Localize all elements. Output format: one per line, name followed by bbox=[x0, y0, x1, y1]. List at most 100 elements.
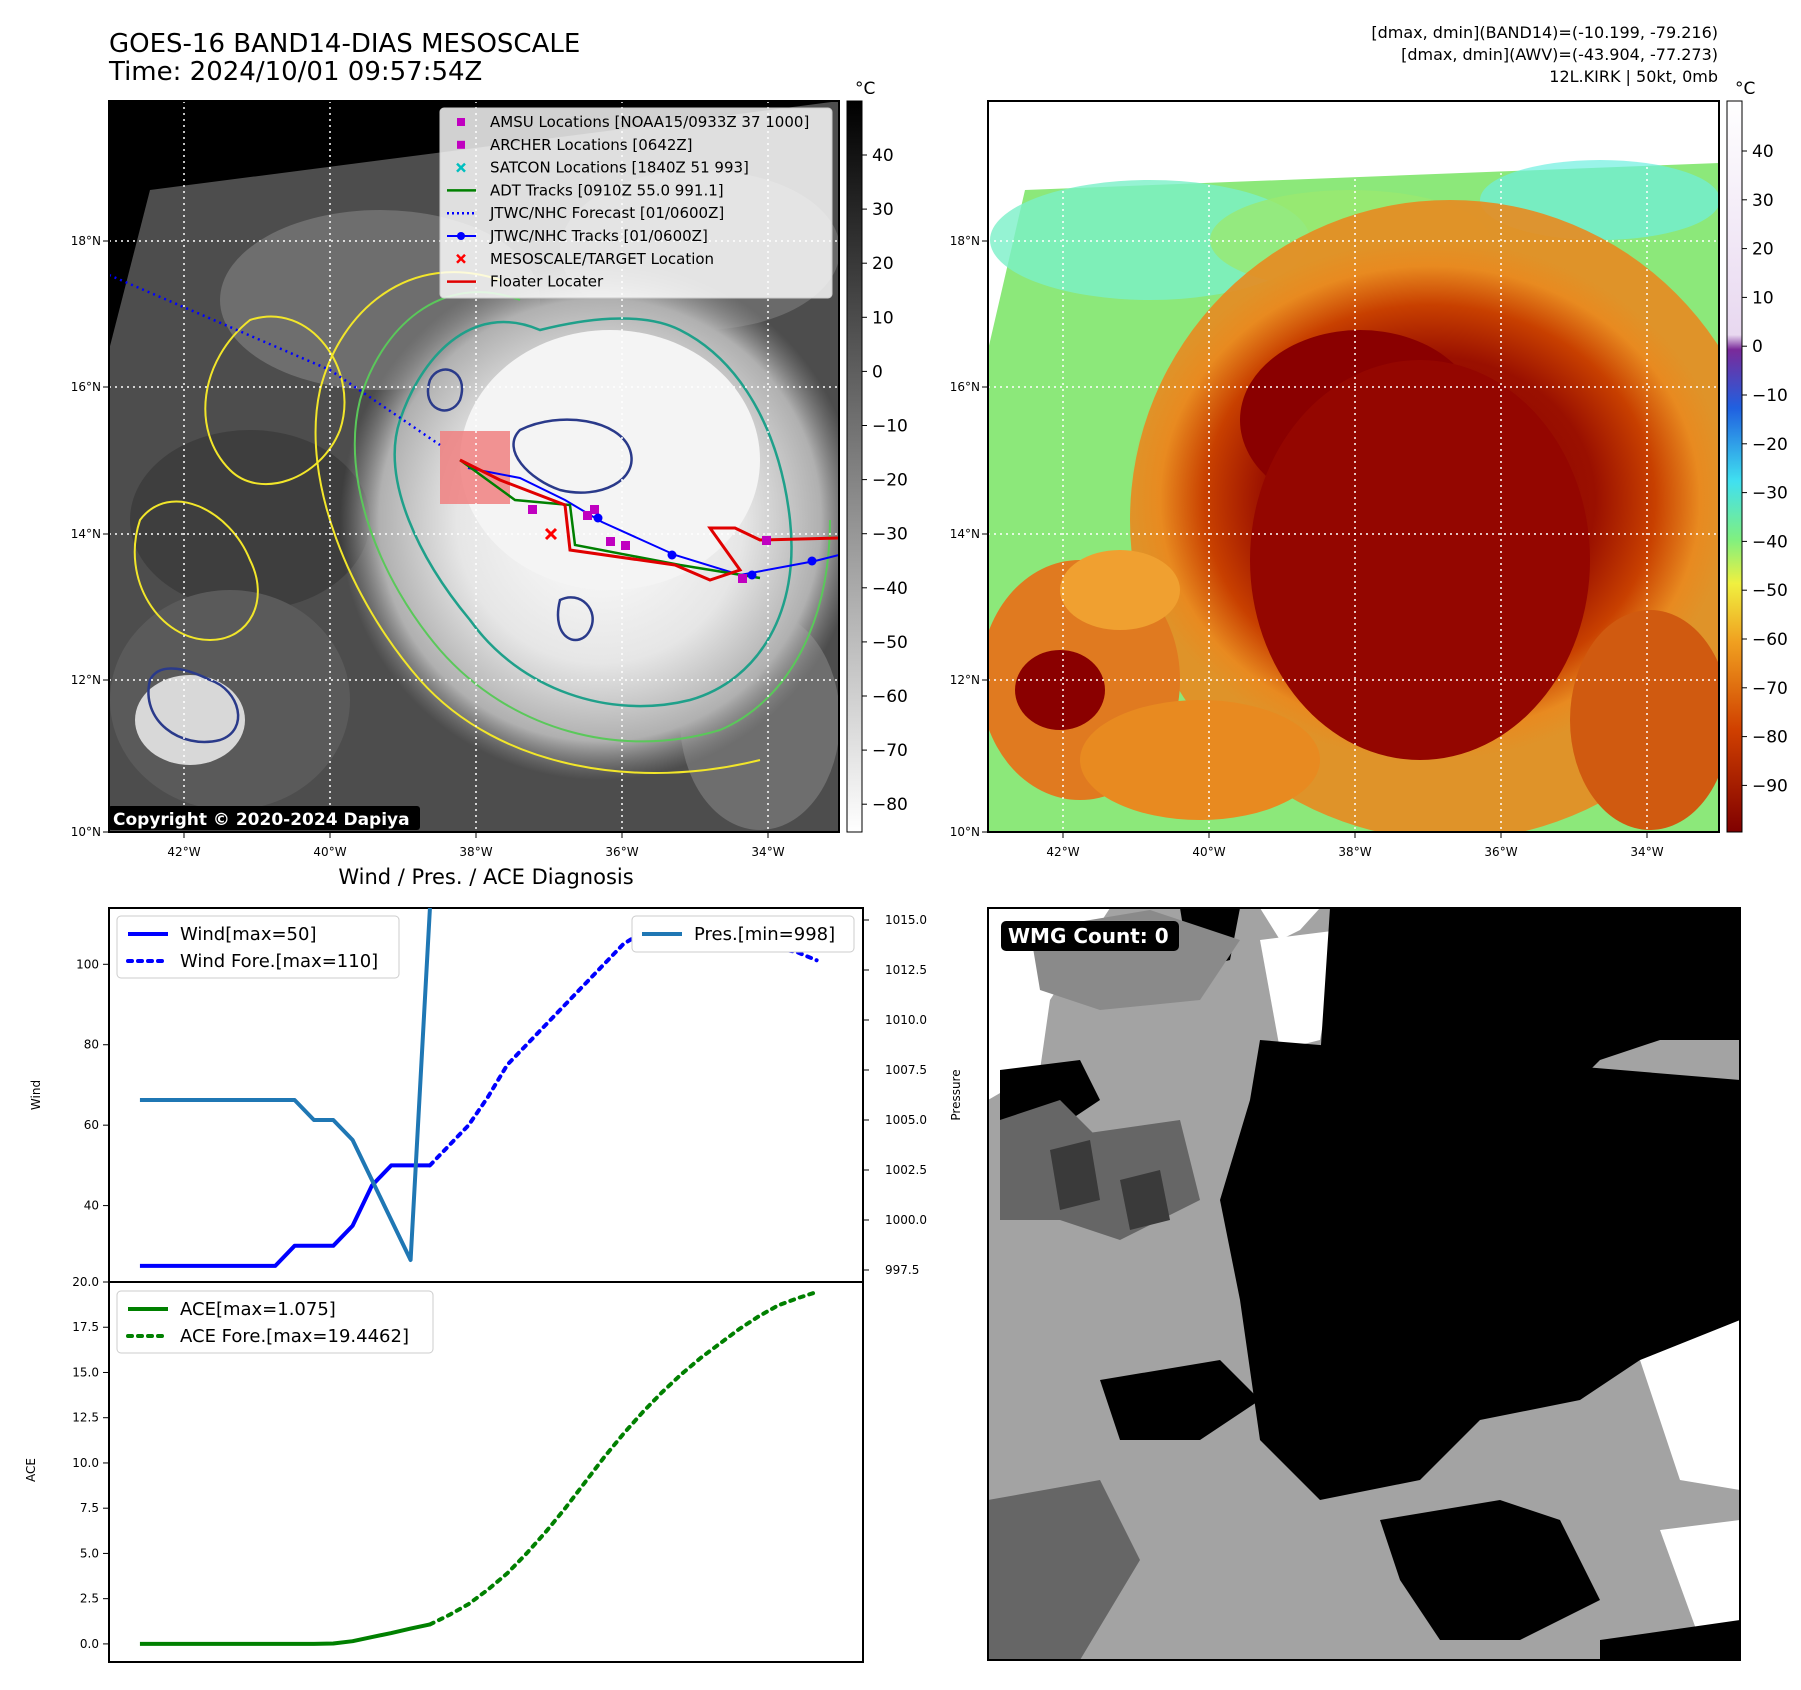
awv-colorbar-tick-label: 10 bbox=[1752, 288, 1774, 308]
awv-lon-label: 42°W bbox=[1046, 845, 1079, 859]
map-legend-label: ADT Tracks [0910Z 55.0 991.1] bbox=[490, 181, 724, 199]
ir-colorbar-tick-label: −80 bbox=[872, 795, 908, 815]
awv-colorbar-tick-label: −30 bbox=[1752, 484, 1788, 504]
jtwc-track-dots bbox=[593, 513, 817, 580]
ir-lon-label: 38°W bbox=[459, 845, 492, 859]
ace-y-tick-label: 2.5 bbox=[80, 1592, 99, 1606]
awv-lat-label: 10°N bbox=[950, 825, 980, 839]
pressure-y-tick-label: 1010.0 bbox=[885, 1013, 927, 1027]
pressure-y-tick-label: 1012.5 bbox=[885, 963, 927, 977]
awv-colorbar-tick-label: −70 bbox=[1752, 679, 1788, 699]
awv-lat-label: 16°N bbox=[950, 380, 980, 394]
ace-legend-label: ACE[max=1.075] bbox=[180, 1299, 336, 1320]
ir-colorbar: °C 40 30 20 10 0 −10 −20 −30 −40 −50 −60 −70 −80 bbox=[846, 79, 908, 833]
legend-marker-square bbox=[457, 118, 465, 126]
legend-marker-x bbox=[456, 253, 466, 264]
awv-lat-label: 12°N bbox=[950, 673, 980, 687]
ir-colorbar-tick-label: 10 bbox=[872, 308, 894, 328]
ir-colorbar-tick-label: 0 bbox=[872, 362, 883, 382]
ace-y-tick-label: 7.5 bbox=[80, 1501, 99, 1515]
awv-colorbar-tick-label: 30 bbox=[1752, 191, 1774, 211]
series-line bbox=[427, 1290, 819, 1627]
pressure-y-tick-label: 997.5 bbox=[885, 1263, 919, 1277]
ir-colorbar-tick-label: −50 bbox=[872, 633, 908, 653]
band14-range-info: [dmax, dmin](BAND14)=(-10.199, -79.216) bbox=[1371, 23, 1718, 42]
map-legend: AMSU Locations [NOAA15/0933Z 37 1000] ARC… bbox=[439, 107, 833, 299]
legend-marker-dot bbox=[457, 232, 465, 240]
wind-y-tick-label: 40 bbox=[84, 1199, 99, 1213]
ir-lon-label: 36°W bbox=[605, 845, 638, 859]
legend-marker-x-stroke bbox=[456, 253, 466, 264]
wind-legend-box bbox=[116, 915, 400, 979]
awv-colorbar-tick-label: −60 bbox=[1752, 630, 1788, 650]
wmg-count-label: WMG Count: 0 bbox=[1008, 924, 1169, 948]
ace-y-tick-label: 0.0 bbox=[80, 1637, 99, 1651]
awv-map-panel: 42°W 40°W 38°W 36°W 34°W 18°N16°N14°N12°N10°… bbox=[950, 79, 1788, 859]
wind-forecast-legend-label: Wind Fore.[max=110] bbox=[180, 951, 378, 972]
awv-colorbar-unit: °C bbox=[1735, 79, 1755, 99]
legend-marker-x-stroke bbox=[456, 162, 466, 173]
map-legend-label: JTWC/NHC Tracks [01/0600Z] bbox=[489, 227, 708, 245]
wind-y-tick-label: 60 bbox=[84, 1118, 99, 1132]
ir-colorbar-tick-label: −10 bbox=[872, 417, 908, 437]
legend-marker-square bbox=[457, 140, 465, 149]
ir-colorbar-tick-label: −30 bbox=[872, 525, 908, 545]
awv-latitude-labels: 18°N 16°N 14°N 12°N 10°N bbox=[950, 234, 988, 839]
ir-colorbar-tick-label: 30 bbox=[872, 200, 894, 220]
copyright-text: Copyright © 2020-2024 Dapiya bbox=[113, 810, 410, 830]
copyright-badge: Copyright © 2020-2024 Dapiya bbox=[108, 806, 420, 830]
wind-legend-label: Wind[max=50] bbox=[180, 924, 317, 945]
ir-colorbar-tick-label: −40 bbox=[872, 579, 908, 599]
ir-lon-label: 40°W bbox=[313, 845, 346, 859]
awv-colorbar-tick-label: −50 bbox=[1752, 581, 1788, 601]
ace-forecast-legend-label: ACE Fore.[max=19.4462] bbox=[180, 1326, 409, 1347]
ace-y-tick-label: 12.5 bbox=[72, 1411, 99, 1425]
ir-colorbar-tick-label: 40 bbox=[872, 146, 894, 166]
awv-colorbar-tick-label: 40 bbox=[1752, 142, 1774, 162]
awv-longitude-labels: 42°W 40°W 38°W 36°W 34°W bbox=[1046, 832, 1664, 859]
awv-lat-label: 18°N bbox=[950, 234, 980, 248]
pressure-legend-box bbox=[631, 915, 855, 953]
ir-longitude-labels: 42°W 40°W 38°W 36°W 34°W bbox=[167, 832, 785, 859]
awv-lon-label: 36°W bbox=[1484, 845, 1517, 859]
ir-lat-label: 10°N bbox=[71, 825, 101, 839]
ir-latitude-labels: 18°N 16°N 14°N 12°N 10°N bbox=[71, 234, 109, 839]
ir-colorbar-tick-label: −70 bbox=[872, 741, 908, 761]
awv-colorbar: °C 40 30 20 10 0 −10 −20 −30 −40 −50 −60 −70 −80 −90 bbox=[1726, 79, 1788, 833]
ir-map-panel: Copyright © 2020-2024 Dapiya AMSU Locati… bbox=[71, 79, 908, 859]
awv-colorbar-tick-label: −20 bbox=[1752, 435, 1788, 455]
awv-lon-label: 40°W bbox=[1192, 845, 1225, 859]
awv-colorbar-tick-label: 20 bbox=[1752, 240, 1774, 260]
amsu-markers bbox=[528, 505, 771, 583]
figure-title: GOES-16 BAND14-DIAS MESOSCALE bbox=[109, 29, 580, 59]
ir-colorbar-tick-label: 20 bbox=[872, 254, 894, 274]
ace-y-tick-label: 20.0 bbox=[72, 1275, 99, 1289]
ace-legend: ACE[max=1.075] ACE Fore.[max=19.4462] bbox=[116, 1290, 434, 1354]
pressure-y-tick-label: 1005.0 bbox=[885, 1113, 927, 1127]
storm-info: 12L.KIRK | 50kt, 0mb bbox=[1549, 67, 1718, 86]
awv-range-info: [dmax, dmin](AWV)=(-43.904, -77.273) bbox=[1401, 45, 1718, 64]
pressure-legend: Pres.[min=998] bbox=[631, 915, 855, 953]
awv-lat-label: 14°N bbox=[950, 527, 980, 541]
wmg-panel: WMG Count: 0 bbox=[987, 907, 1741, 1661]
pressure-y-tick-label: 1015.0 bbox=[885, 913, 927, 927]
pressure-y-tick-label: 1007.5 bbox=[885, 1063, 927, 1077]
ir-colorbar-tick-label: −20 bbox=[872, 471, 908, 491]
figure-time: Time: 2024/10/01 09:57:54Z bbox=[108, 57, 482, 87]
awv-lon-label: 34°W bbox=[1630, 845, 1663, 859]
ir-lat-label: 14°N bbox=[71, 527, 101, 541]
pressure-y-tick-label: 1000.0 bbox=[885, 1213, 927, 1227]
awv-colorbar-tick-label: −10 bbox=[1752, 386, 1788, 406]
ir-lat-label: 12°N bbox=[71, 673, 101, 687]
wind-y-tick-label: 80 bbox=[84, 1038, 99, 1052]
series-line bbox=[139, 908, 432, 1262]
ace-chart: 0.0 2.5 5.0 7.5 10.0 12.5 15.0 17.5 20.0 ACE ACE… bbox=[24, 1275, 864, 1663]
map-legend-label: Floater Locater bbox=[490, 273, 604, 291]
map-legend-label: MESOSCALE/TARGET Location bbox=[490, 250, 714, 268]
ace-axis-label: ACE bbox=[24, 1458, 38, 1482]
ir-colorbar-unit: °C bbox=[855, 79, 875, 99]
ir-lon-label: 34°W bbox=[751, 845, 784, 859]
pressure-y-tick-label: 1002.5 bbox=[885, 1163, 927, 1177]
